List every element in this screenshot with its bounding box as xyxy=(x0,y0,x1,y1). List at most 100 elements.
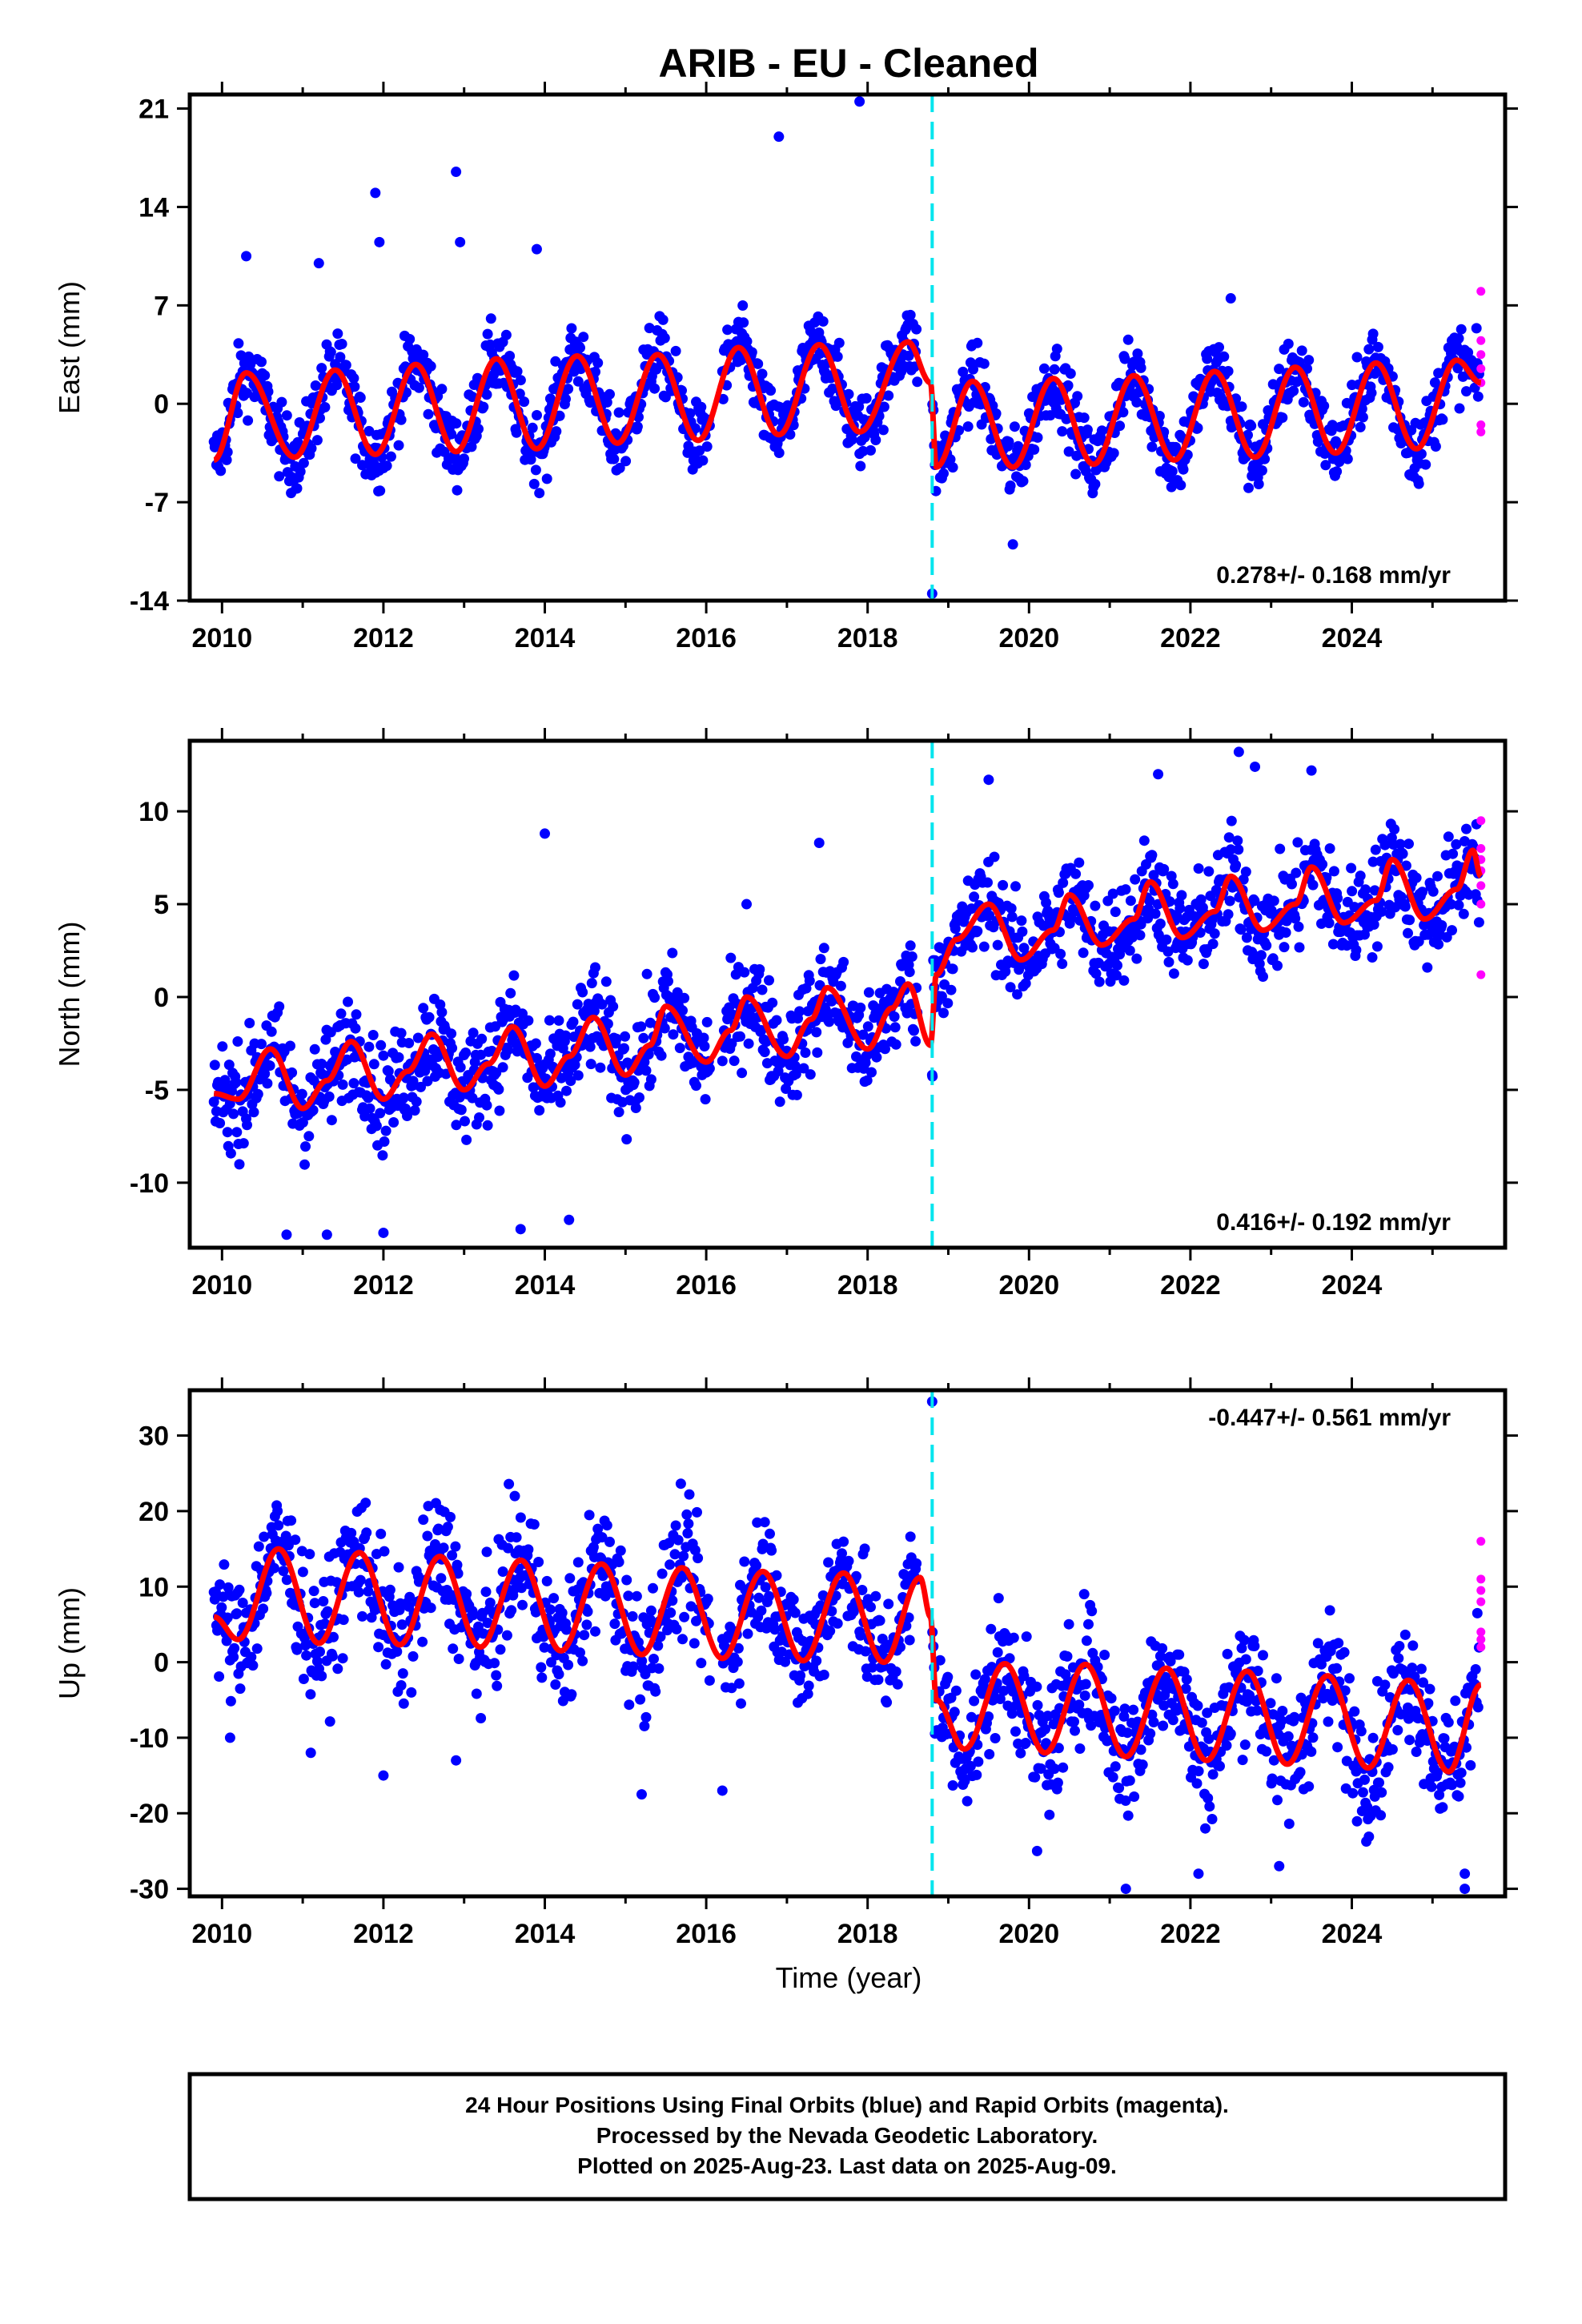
data-point xyxy=(553,1015,564,1026)
data-point xyxy=(579,1630,590,1641)
data-point xyxy=(563,384,574,395)
data-point xyxy=(765,385,777,396)
data-point xyxy=(1193,1766,1204,1777)
data-point xyxy=(739,967,750,978)
data-point xyxy=(301,1650,312,1661)
data-point xyxy=(681,1509,693,1520)
data-point xyxy=(1397,848,1408,859)
data-point xyxy=(512,366,523,377)
final-orbit-points xyxy=(208,1478,1484,1847)
data-point xyxy=(532,410,542,420)
data-point xyxy=(754,964,765,975)
caption-line-2: Processed by the Nevada Geodetic Laborat… xyxy=(596,2123,1098,2148)
x-tick-label: 2016 xyxy=(676,1270,737,1301)
data-point xyxy=(726,1038,737,1049)
data-point xyxy=(909,1025,919,1036)
data-point xyxy=(1063,1618,1074,1630)
data-point xyxy=(1223,366,1234,376)
data-point xyxy=(575,1647,585,1659)
data-point xyxy=(699,1041,710,1051)
data-point xyxy=(670,1520,681,1531)
data-point xyxy=(878,401,889,412)
data-point xyxy=(857,445,869,456)
data-point xyxy=(1470,1664,1481,1675)
data-point xyxy=(883,390,894,401)
data-point xyxy=(1266,905,1277,916)
data-point xyxy=(701,441,713,452)
data-point xyxy=(291,1644,303,1655)
data-point xyxy=(984,1749,995,1759)
data-point xyxy=(586,978,597,989)
y-tick-label: 14 xyxy=(139,192,169,223)
outlier-point xyxy=(564,1214,575,1225)
data-point xyxy=(1302,363,1312,374)
data-point xyxy=(648,1582,658,1594)
data-point xyxy=(1146,850,1158,861)
data-point xyxy=(1015,960,1026,971)
rapid-orbit-point xyxy=(1476,899,1486,909)
x-tick-label: 2014 xyxy=(515,1919,576,1949)
data-point xyxy=(653,1663,665,1674)
data-point xyxy=(1065,368,1076,379)
data-point xyxy=(1125,895,1136,907)
panel-frame xyxy=(187,92,1508,603)
data-point xyxy=(890,1039,901,1050)
data-point xyxy=(717,1055,728,1067)
data-point xyxy=(601,1520,612,1531)
data-point xyxy=(1328,866,1339,877)
data-point xyxy=(1413,936,1424,947)
data-point xyxy=(1132,348,1143,360)
data-point xyxy=(243,351,255,362)
data-point xyxy=(1080,1679,1091,1690)
data-point xyxy=(650,1686,661,1697)
data-point xyxy=(251,1643,263,1655)
data-point xyxy=(231,1077,242,1088)
data-point xyxy=(1166,466,1178,476)
data-point xyxy=(572,376,584,387)
data-point xyxy=(323,1091,335,1102)
data-point xyxy=(231,1127,243,1138)
data-point xyxy=(378,1050,389,1061)
data-point xyxy=(1030,1771,1041,1783)
y-tick-label: 5 xyxy=(154,890,169,920)
data-point xyxy=(482,1120,493,1131)
y-tick-label: 0 xyxy=(154,1648,169,1679)
data-point xyxy=(1015,1747,1026,1759)
data-point xyxy=(1243,482,1254,493)
data-point xyxy=(290,1534,301,1546)
data-point xyxy=(814,979,825,991)
data-point xyxy=(1174,903,1186,914)
data-point xyxy=(880,1043,890,1055)
data-point xyxy=(756,1025,767,1035)
data-point xyxy=(1106,1693,1117,1704)
x-tick-label: 2012 xyxy=(353,623,414,653)
data-point xyxy=(225,1148,236,1159)
data-point xyxy=(1107,888,1118,899)
data-point xyxy=(1456,324,1467,335)
outlier-point xyxy=(224,1732,235,1743)
data-point xyxy=(280,1530,291,1542)
data-point xyxy=(590,1626,600,1637)
data-point xyxy=(1347,886,1358,897)
data-point xyxy=(942,998,954,1009)
data-point xyxy=(1070,868,1082,879)
data-point xyxy=(1277,412,1288,423)
data-point xyxy=(233,338,244,349)
data-point xyxy=(778,1034,789,1045)
data-point xyxy=(1163,956,1174,967)
data-point xyxy=(560,393,571,404)
outlier-point xyxy=(636,1789,647,1800)
data-point xyxy=(316,1671,327,1682)
data-point xyxy=(1432,870,1443,882)
y-tick-label: -14 xyxy=(130,586,169,617)
data-point xyxy=(417,1636,428,1647)
data-point xyxy=(1192,1700,1203,1711)
data-point xyxy=(632,421,643,432)
data-point xyxy=(659,332,670,344)
data-point xyxy=(759,1047,770,1058)
data-point xyxy=(503,1542,513,1554)
data-point xyxy=(544,1048,556,1059)
data-point xyxy=(1157,1642,1168,1654)
data-point xyxy=(1094,976,1105,987)
data-point xyxy=(436,1573,447,1584)
